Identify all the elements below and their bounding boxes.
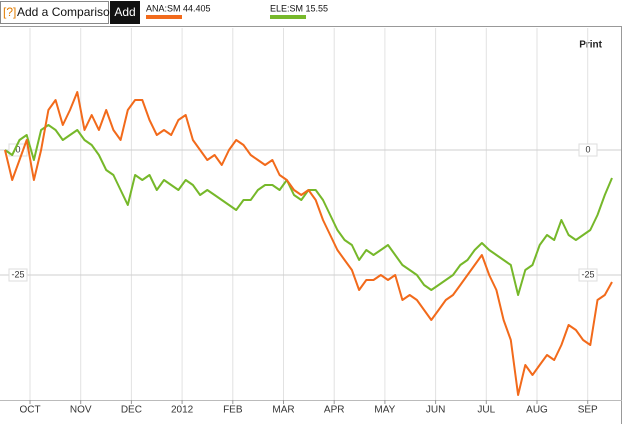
y-tick-label-right: 0 [585,144,590,154]
y-tick-label-left: 0 [15,144,20,154]
add-button-label[interactable]: Add [114,5,135,19]
y-tick-box [578,268,598,282]
legend-label: ANA:SM 44.405 [146,3,211,13]
x-tick-label: OCT [19,405,40,416]
legend-swatch [146,15,182,19]
x-tick-label: MAR [272,405,294,416]
x-tick-label: NOV [70,405,92,416]
y-tick-box [578,143,598,157]
x-tick-label: 2012 [171,405,194,416]
x-tick-label: AUG [526,405,548,416]
y-tick-label-left: -25 [11,269,24,279]
legend-swatch [270,15,306,19]
help-icon[interactable]: [?] [3,5,16,19]
x-tick-label: MAY [374,405,395,416]
x-tick-label: APR [324,405,345,416]
series-line [4,91,613,396]
x-tick-label: JUL [477,405,495,416]
x-tick-label: SEP [578,405,598,416]
print-link[interactable]: Print [579,40,602,51]
x-tick-label: FEB [223,405,243,416]
y-tick-box [8,268,28,282]
compare-input[interactable] [0,1,109,24]
x-tick-label: JUN [426,405,445,416]
legend-label: ELE:SM 15.55 [270,3,328,13]
y-tick-label-right: -25 [581,269,594,279]
add-button[interactable] [110,1,140,24]
x-tick-label: DEC [121,405,142,416]
plot: OCT NOV DEC 2012 FEB MAR APR MAY JUN JUL AUG SEP 0 0 -… [0,28,621,416]
compare-placeholder[interactable]: Add a Comparison [17,5,116,19]
